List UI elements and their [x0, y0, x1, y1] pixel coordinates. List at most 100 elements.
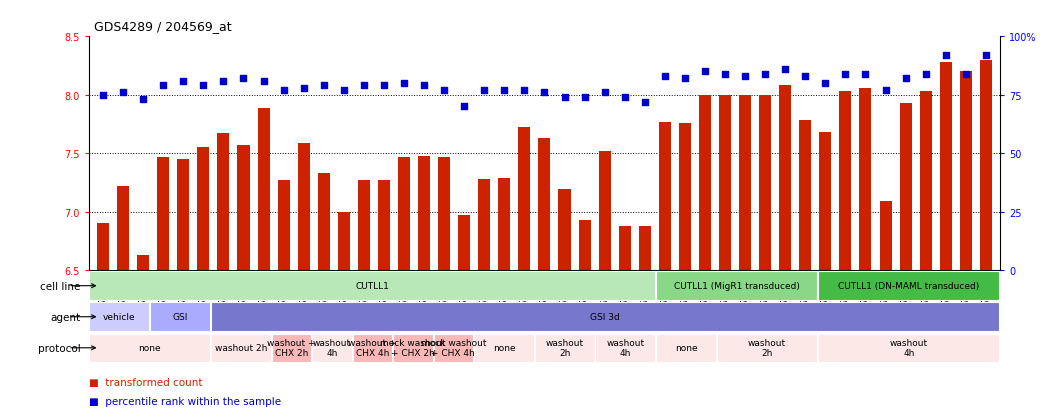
Bar: [418, 156, 430, 271]
Point: [396, 81, 413, 87]
Bar: [818, 272, 1000, 300]
Bar: [840, 92, 851, 271]
Bar: [89, 272, 655, 300]
Point: [837, 71, 853, 78]
Bar: [659, 122, 671, 271]
Bar: [358, 180, 370, 271]
Bar: [960, 72, 972, 271]
Bar: [799, 121, 811, 271]
Bar: [238, 146, 249, 271]
Text: none: none: [138, 344, 161, 352]
Bar: [759, 95, 772, 271]
Bar: [89, 303, 150, 331]
Point: [637, 99, 653, 106]
Bar: [474, 334, 534, 362]
Point: [376, 83, 393, 90]
Bar: [619, 226, 630, 271]
Bar: [353, 334, 393, 362]
Bar: [535, 334, 595, 362]
Bar: [656, 334, 716, 362]
Bar: [478, 180, 490, 271]
Bar: [89, 334, 210, 362]
Point: [777, 66, 794, 73]
Point: [917, 71, 934, 78]
Bar: [378, 180, 389, 271]
Bar: [678, 123, 691, 271]
Point: [135, 97, 152, 104]
Bar: [919, 92, 932, 271]
Point: [295, 85, 312, 92]
Bar: [459, 216, 470, 271]
Point: [656, 74, 673, 80]
Point: [335, 88, 352, 94]
Point: [716, 71, 733, 78]
Bar: [739, 95, 751, 271]
Text: washout
4h: washout 4h: [606, 339, 645, 357]
Point: [536, 90, 553, 97]
Bar: [818, 334, 1000, 362]
Point: [496, 88, 513, 94]
Bar: [317, 174, 330, 271]
Bar: [579, 221, 591, 271]
Point: [757, 71, 774, 78]
Bar: [150, 303, 210, 331]
Point: [115, 90, 132, 97]
Bar: [177, 160, 190, 271]
Bar: [980, 61, 992, 271]
Point: [275, 88, 292, 94]
Bar: [860, 88, 871, 271]
Text: protocol: protocol: [38, 343, 81, 353]
Bar: [97, 224, 109, 271]
Text: GDS4289 / 204569_at: GDS4289 / 204569_at: [94, 20, 231, 33]
Point: [556, 95, 573, 101]
Bar: [210, 303, 1000, 331]
Text: washout
2h: washout 2h: [748, 339, 786, 357]
Bar: [940, 63, 952, 271]
Text: mock washout
+ CHX 4h: mock washout + CHX 4h: [421, 339, 486, 357]
Bar: [899, 104, 912, 271]
Point: [897, 76, 914, 83]
Text: mock washout
+ CHX 2h: mock washout + CHX 2h: [380, 339, 446, 357]
Bar: [717, 334, 818, 362]
Bar: [277, 180, 290, 271]
Point: [195, 83, 211, 90]
Bar: [137, 255, 149, 271]
Bar: [197, 148, 209, 271]
Text: washout
4h: washout 4h: [313, 339, 351, 357]
Point: [877, 88, 894, 94]
Bar: [258, 108, 269, 271]
Text: washout 2h: washout 2h: [215, 344, 267, 352]
Text: CUTLL1 (DN-MAML transduced): CUTLL1 (DN-MAML transduced): [839, 282, 979, 290]
Point: [356, 83, 373, 90]
Point: [215, 78, 231, 85]
Bar: [639, 226, 651, 271]
Point: [94, 92, 111, 99]
Text: ■  percentile rank within the sample: ■ percentile rank within the sample: [89, 396, 282, 406]
Point: [436, 88, 452, 94]
Point: [617, 95, 633, 101]
Bar: [558, 190, 571, 271]
Bar: [117, 187, 129, 271]
Bar: [538, 139, 551, 271]
Point: [737, 74, 754, 80]
Bar: [596, 334, 655, 362]
Point: [175, 78, 192, 85]
Text: GSI: GSI: [173, 313, 187, 321]
Text: none: none: [675, 344, 697, 352]
Point: [416, 83, 432, 90]
Text: ■  transformed count: ■ transformed count: [89, 377, 202, 387]
Point: [576, 95, 593, 101]
Point: [857, 71, 874, 78]
Point: [696, 69, 713, 76]
Bar: [218, 134, 229, 271]
Point: [476, 88, 493, 94]
Point: [596, 90, 612, 97]
Text: washout
2h: washout 2h: [545, 339, 584, 357]
Point: [455, 104, 472, 111]
Text: GSI 3d: GSI 3d: [591, 313, 620, 321]
Text: washout
4h: washout 4h: [890, 339, 928, 357]
Point: [676, 76, 693, 83]
Text: agent: agent: [50, 312, 81, 322]
Bar: [599, 152, 610, 271]
Point: [255, 78, 272, 85]
